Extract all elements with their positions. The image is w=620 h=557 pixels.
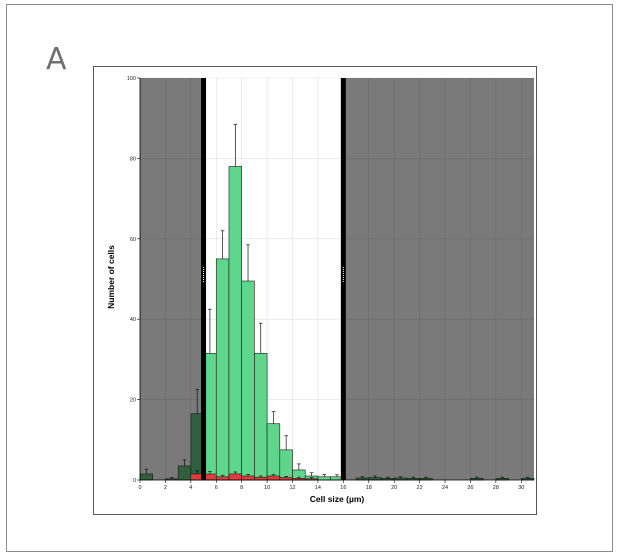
error-bars [144,123,530,479]
bar [279,449,293,481]
chart-frame [93,66,537,515]
x-tick-label: 12 [289,485,295,491]
x-tick-label: 20 [391,485,397,491]
x-tick-label: 4 [189,485,192,491]
bar [139,473,154,481]
x-tick-label: 26 [467,485,473,491]
y-tick-label: 80 [130,156,136,162]
bar [266,475,281,481]
gate-lines [201,78,346,480]
y-axis-label: Number of cells [106,245,116,309]
x-tick-label: 14 [315,485,321,491]
y-tick-label: 100 [127,76,136,82]
shade-left [140,78,204,480]
y-tick-label: 40 [130,317,136,323]
panel-label: A [46,42,67,77]
x-tick-label: 10 [264,485,270,491]
figure-frame [6,4,613,552]
x-axis-label: Cell size (µm) [310,494,365,504]
y-tick-label: 60 [130,237,136,243]
x-tick-label: 30 [518,485,524,491]
bar [215,258,230,481]
bar [228,166,242,481]
bar [254,476,268,481]
shade-right [343,78,534,480]
bars [139,166,535,481]
x-tick-label: 22 [417,485,423,491]
bar [228,473,242,481]
bar [241,280,255,481]
x-tick-label: 0 [138,485,141,491]
bar [317,476,331,481]
bar [177,465,192,481]
bar [254,353,268,481]
y-tick-label: 20 [130,398,136,404]
bar [215,476,230,481]
y-tick-label: 0 [133,478,136,484]
bar [241,475,255,481]
x-tick-label: 2 [164,485,167,491]
x-tick-label: 16 [340,485,346,491]
x-tick-label: 28 [493,485,499,491]
x-tick-label: 8 [240,485,243,491]
bar [266,423,281,481]
x-tick-label: 24 [442,485,448,491]
x-tick-label: 6 [215,485,218,491]
x-tick-label: 18 [366,485,372,491]
